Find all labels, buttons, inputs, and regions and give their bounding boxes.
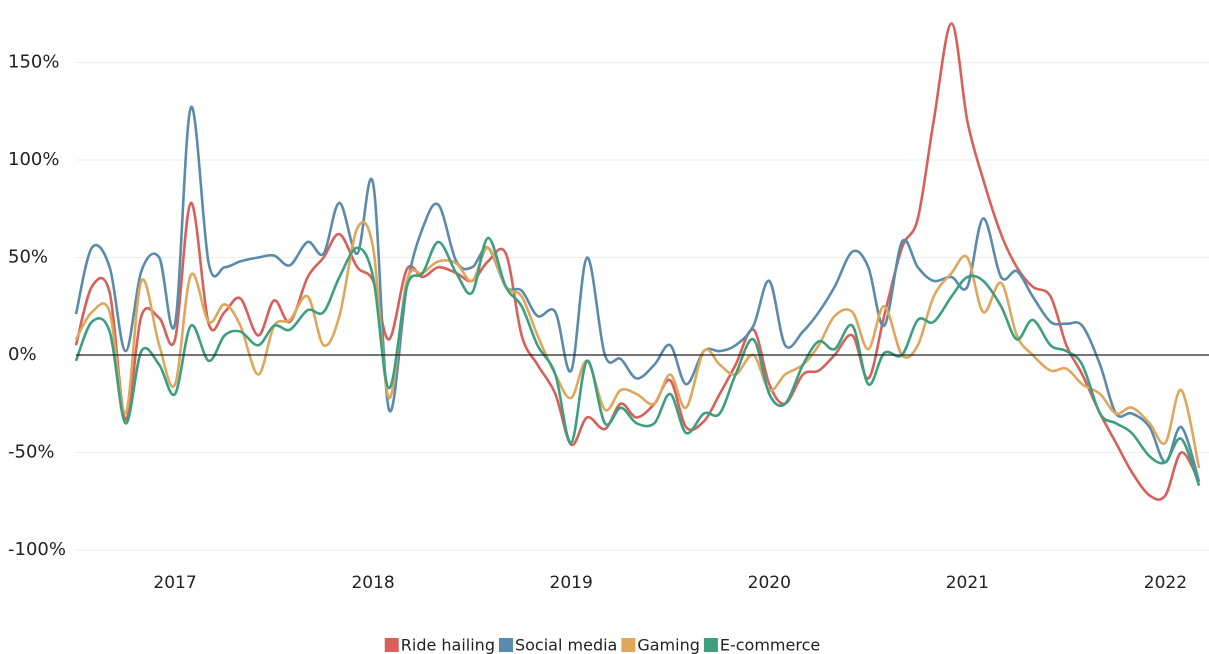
series-line [74,236,1201,487]
legend-swatch [621,638,636,652]
x-tick-label: 2021 [946,573,989,593]
x-tick-label: 2019 [550,573,593,593]
legend-label: E-commerce [720,636,820,654]
y-tick-label: 50% [8,247,48,268]
y-tick-label: 150% [8,52,59,73]
legend-swatch [498,638,513,652]
legend-label: Social media [515,636,617,654]
legend-label: Gaming [637,636,700,654]
legend-swatch [384,638,399,652]
legend-label: Ride hailing [401,636,495,654]
y-tick-label: 0% [8,344,37,365]
x-tick-label: 2020 [748,573,791,593]
y-tick-label: -50% [8,442,55,463]
x-tick-label: 2022 [1144,573,1187,593]
series-line [74,106,1201,483]
series-line [74,220,1201,469]
series-line [74,22,1201,501]
y-tick-label: 100% [8,149,59,170]
y-tick-label: -100% [8,539,66,560]
legend-swatch [703,638,718,652]
x-tick-label: 2017 [153,573,196,593]
x-tick-label: 2018 [351,573,394,593]
